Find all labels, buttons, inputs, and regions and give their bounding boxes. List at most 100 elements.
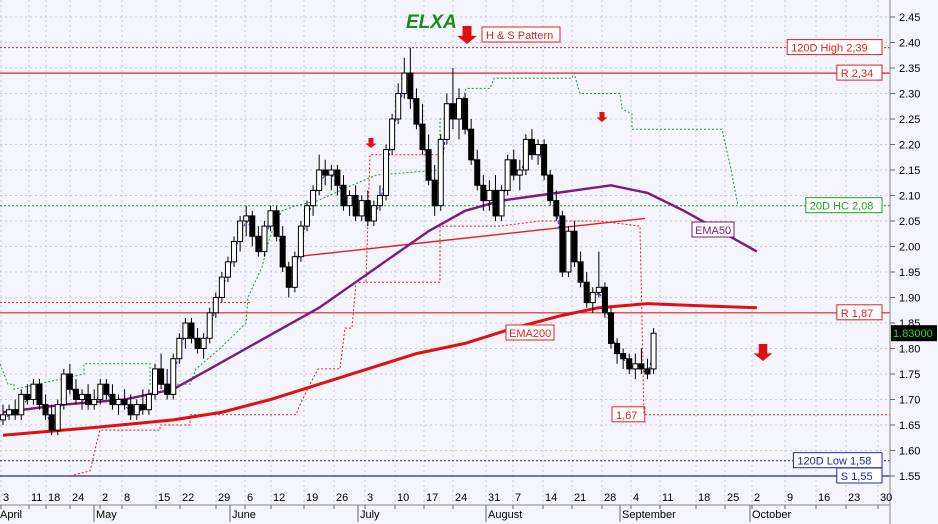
y-tick-label: 2.25 [899,114,920,126]
candle-body [164,383,171,395]
candle-body [310,189,317,207]
candle-body [504,159,511,191]
candle-body [12,409,19,416]
candle-body [456,98,462,120]
x-tick-label: 18 [48,492,60,504]
level-label-box [836,467,883,484]
month-label: July [360,509,380,521]
month-label: April [0,509,22,521]
candle-body [370,205,377,222]
candle-body [577,261,584,283]
down-arrow-icon [365,138,377,148]
candle-body [297,225,304,258]
candle-body [583,281,590,304]
x-tick-label: 14 [545,492,557,504]
candle-body [547,174,554,202]
candle-body [589,291,596,304]
x-tick-label: 21 [574,492,586,504]
candle-body [328,169,335,176]
x-axis: 3 11 18 24 2 8 15 22 29 6 12 19 26 3 10 17 24 31 7 14 21 28 4 1… [0,492,892,522]
y-tick-label: 1.65 [899,420,920,432]
candle-body [528,138,535,156]
candle-body [474,159,481,186]
candle-body [66,373,73,390]
green-stop-line [0,71,739,390]
y-tick-label: 2.20 [899,140,920,152]
candle-body [133,404,140,416]
candle-body [407,72,414,100]
candle-body [559,215,566,273]
candle-body [85,393,92,406]
y-tick-label: 1.70 [899,395,920,407]
candle-body [152,368,158,395]
candle-body [72,388,79,400]
candle-body [437,138,444,207]
candle-body [103,383,110,395]
candle-body [541,144,548,176]
candle-body [182,322,189,339]
level-label: S 1,55 [841,471,873,483]
candle-body [91,399,98,406]
candle-body [632,363,639,370]
candle-body [24,393,31,400]
red-stop-line [69,154,440,477]
candle-body [261,225,268,253]
candle-body [401,72,408,94]
candle-body [626,358,633,370]
candle-body [346,195,353,207]
x-tick-label: 10 [397,492,409,504]
candle-body [115,399,122,406]
month-label: October [752,509,791,521]
candle-body [340,184,347,207]
candle-body [279,235,286,268]
candle-body [127,404,134,416]
candle-body [431,179,438,207]
candle-body [97,383,104,401]
candle-body [389,118,396,151]
ema200-label: EMA200 [509,328,551,340]
ema50-label-box [691,221,735,238]
candle-body [60,373,67,406]
level-label: 120D High 2,39 [791,43,867,55]
candle-body [419,123,426,151]
grid [0,0,890,505]
candle-body [443,103,450,140]
candle-body [42,404,49,416]
x-tick-label: 24 [72,492,84,504]
candle-body [109,393,116,406]
candle-body [218,276,225,299]
y-tick-label: 2.05 [899,216,920,228]
candle-body [285,266,292,288]
candle-body [449,103,456,120]
candle-body [358,200,365,217]
ema200-label-box [505,324,555,341]
level-label-box [836,64,883,81]
y-tick-label: 1.55 [899,471,920,483]
plot-background [0,0,890,505]
y-tick-label: 2.35 [899,63,920,75]
candle-body [595,286,602,293]
y-tick-label: 2.45 [899,12,920,24]
candle-body [334,169,341,186]
candle-body [614,342,621,355]
y-tick-label: 1.90 [899,293,920,305]
level-label: 20D HC 2,08 [810,201,874,213]
month-label: June [232,509,256,521]
x-tick-label: 26 [336,492,348,504]
level-label: 120D Low 1,58 [797,456,871,468]
level-lines: 120D High 2,39 R 2,34 20D HC 2,08 R 1,87 1,6… [0,39,890,484]
x-tick-label: 8 [124,492,130,504]
candle-body [638,363,645,370]
ema50-line [2,184,758,414]
candle-body [601,286,608,314]
candle-body [212,297,219,314]
x-tick-label: 17 [426,492,438,504]
down-arrow-icon [753,344,773,361]
month-label: May [96,509,117,521]
candle-body [267,210,274,227]
candle-body [243,215,250,222]
candle-body [36,383,43,406]
down-arrow-icon [457,26,477,44]
